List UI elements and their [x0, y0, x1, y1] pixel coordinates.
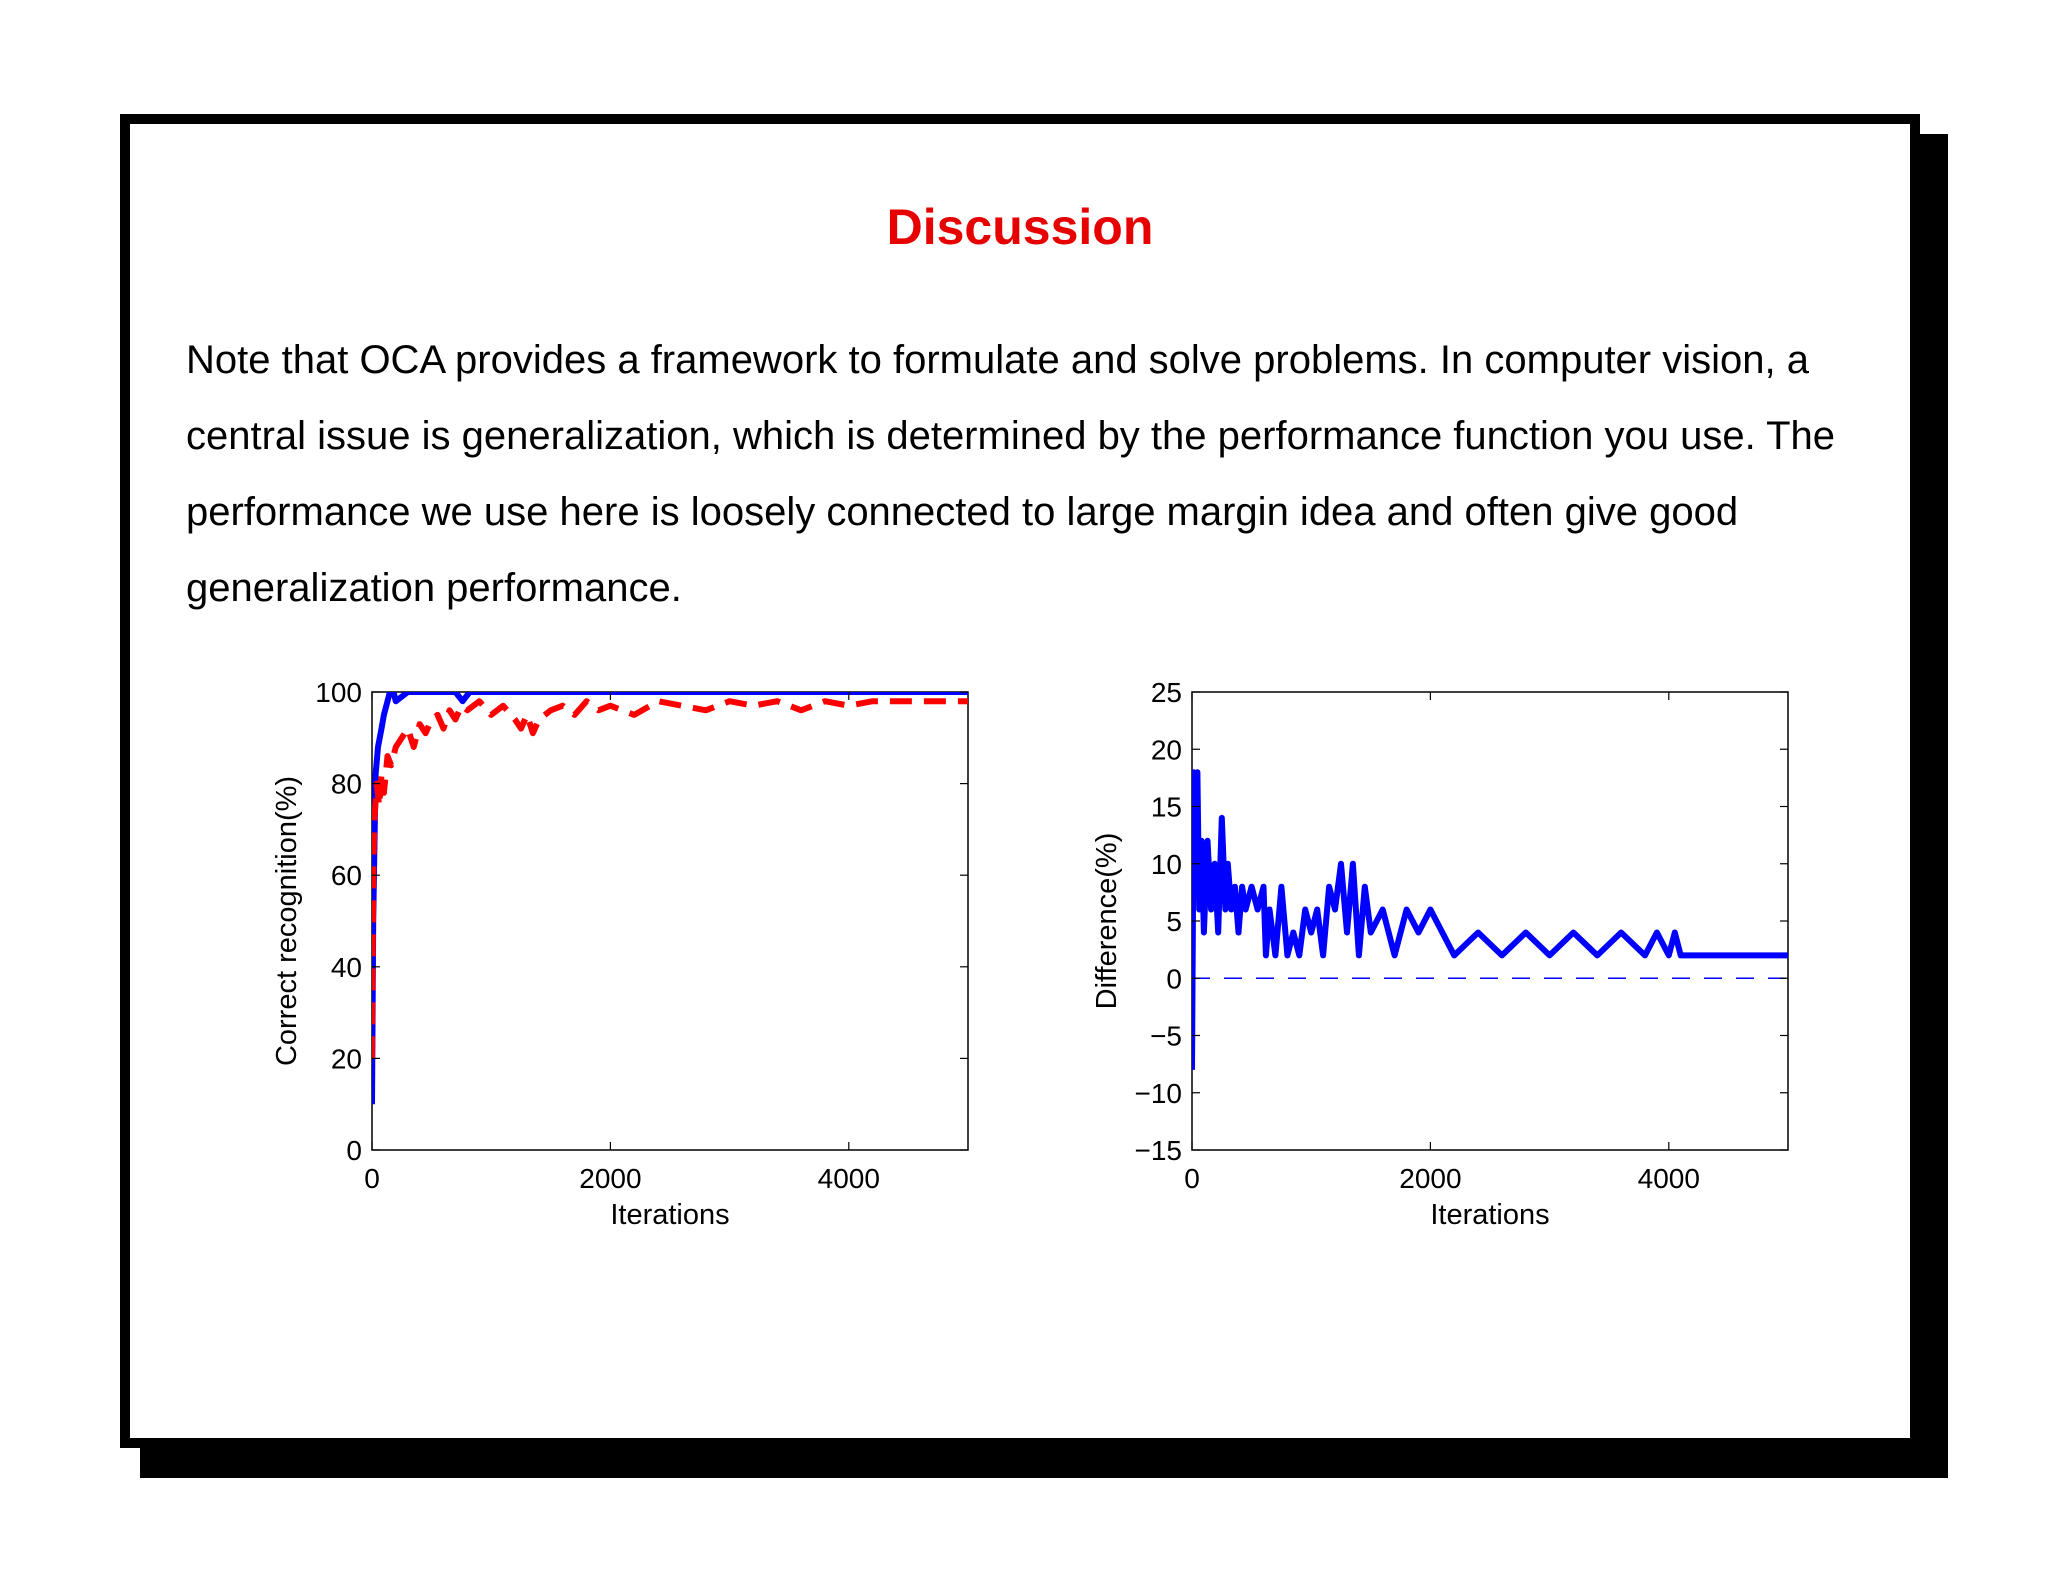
x-axis-label: Iterations	[1430, 1199, 1549, 1231]
y-tick-label: 10	[1151, 849, 1182, 880]
series-line-0	[1192, 769, 1788, 1070]
x-tick-label: 0	[364, 1163, 380, 1194]
y-tick-label: 5	[1166, 906, 1182, 937]
y-tick-label: −10	[1135, 1078, 1183, 1109]
y-tick-label: −5	[1150, 1021, 1182, 1052]
y-tick-label: 40	[331, 952, 362, 983]
y-tick-label: 25	[1151, 680, 1182, 708]
series-group	[1192, 769, 1788, 1070]
y-tick-label: 80	[331, 769, 362, 800]
recognition-chart: 0 2000 4000 0 20 40 60 80 100 Iterations Correct r…	[271, 680, 969, 1231]
series-line-1	[372, 698, 968, 1059]
slide-title: Discussion	[886, 199, 1154, 255]
y-tick-label: 100	[315, 680, 362, 708]
x-tick-label: 0	[1184, 1163, 1200, 1194]
series-group	[372, 692, 968, 1105]
x-tick-label: 2000	[1399, 1163, 1461, 1194]
x-tick-label: 4000	[818, 1163, 880, 1194]
slide-body-text: Note that OCA provides a framework to fo…	[186, 338, 1836, 610]
slide: Discussion Note that OCA provides a fram…	[120, 114, 1920, 1448]
plot-frame	[371, 691, 969, 1151]
y-tick-label: 15	[1151, 792, 1182, 823]
x-axis-label: Iterations	[610, 1199, 729, 1231]
y-axis-label: Correct recognition(%)	[271, 776, 303, 1066]
difference-chart: 0 2000 4000 −15 −10 −5 0 5 10 15 20 25 Iterations Dif…	[1091, 680, 1789, 1231]
y-tick-label: 0	[346, 1135, 362, 1166]
series-line-0	[372, 692, 968, 1105]
y-tick-label: 20	[331, 1043, 362, 1074]
y-axis-label: Difference(%)	[1091, 833, 1123, 1010]
x-tick-label: 2000	[579, 1163, 641, 1194]
x-tick-label: 4000	[1638, 1163, 1700, 1194]
y-tick-label: −15	[1135, 1135, 1183, 1166]
y-tick-label: 0	[1166, 963, 1182, 994]
y-tick-label: 20	[1151, 734, 1182, 765]
y-tick-label: 60	[331, 860, 362, 891]
